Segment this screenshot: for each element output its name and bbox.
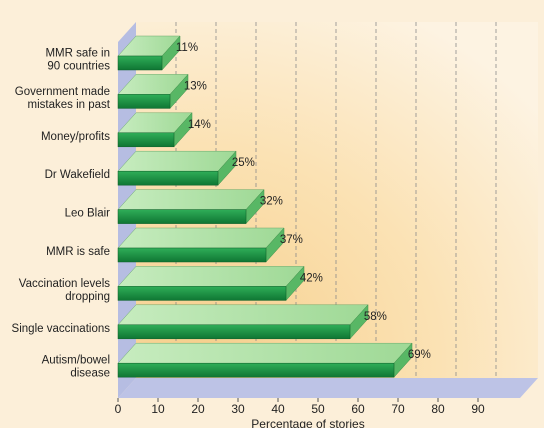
x-tick-label: 40 (271, 402, 285, 416)
bar (117, 304, 369, 340)
bars: 11% 13% 14% 25% 32% 37% 42% 58% 69% (117, 35, 431, 378)
bar-front (117, 247, 267, 263)
bar-top (117, 342, 413, 364)
category-label: Leo Blair (65, 208, 111, 220)
bar-front (117, 132, 175, 148)
category-label: Dr Wakefield (45, 169, 110, 181)
bar (117, 150, 237, 186)
category-label: MMR is safe (46, 246, 110, 258)
x-tick-label: 10 (151, 402, 165, 416)
x-axis-title: Percentage of stories (251, 417, 364, 428)
bar-front (117, 362, 395, 378)
bar (117, 342, 413, 378)
x-tick-label: 90 (471, 402, 485, 416)
bar-top (117, 266, 305, 287)
x-tick-label: 60 (351, 402, 365, 416)
category-label: MMR safe in 90 countries (45, 48, 110, 73)
bar-value-label: 58% (364, 311, 387, 323)
bar (117, 35, 181, 71)
x-tick-label: 50 (311, 402, 325, 416)
category-label: Autism/bowel disease (42, 355, 110, 380)
bar-top (117, 189, 265, 210)
bar-front (117, 170, 219, 186)
bar-top (117, 150, 237, 172)
bar-front (117, 55, 163, 71)
bar (117, 227, 285, 263)
category-label: Government made mistakes in past (15, 86, 111, 111)
bar-value-label: 14% (188, 119, 211, 131)
bar-value-label: 13% (184, 80, 207, 92)
bar-front (117, 286, 287, 301)
bar-value-label: 11% (176, 42, 198, 54)
bar-front (117, 209, 247, 224)
category-label: Single vaccinations (12, 323, 111, 335)
bar (117, 265, 305, 302)
category-labels: MMR safe in 90 countries Government made mi… (12, 48, 111, 380)
category-label: Money/profits (41, 131, 110, 143)
x-tick-label: 0 (115, 402, 122, 416)
bar-front (117, 324, 351, 340)
bar-value-label: 42% (300, 272, 323, 284)
bar-value-label: 32% (260, 196, 283, 208)
floor (118, 378, 538, 398)
x-tick-label: 70 (391, 402, 405, 416)
bar-top (117, 227, 285, 249)
bar-value-label: 37% (280, 234, 303, 246)
bar (117, 188, 265, 225)
bar-top (117, 304, 369, 326)
bar (117, 112, 193, 148)
x-tick-label: 30 (231, 402, 245, 416)
bar-front (117, 94, 171, 109)
bar (117, 73, 189, 110)
x-axis-ticks: 0 10 20 30 40 50 60 70 80 90 (115, 398, 485, 416)
category-label: Vaccination levels dropping (19, 278, 110, 303)
bar-value-label: 25% (232, 157, 255, 169)
bar-value-label: 69% (408, 349, 431, 361)
x-tick-label: 80 (431, 402, 445, 416)
x-tick-label: 20 (191, 402, 205, 416)
